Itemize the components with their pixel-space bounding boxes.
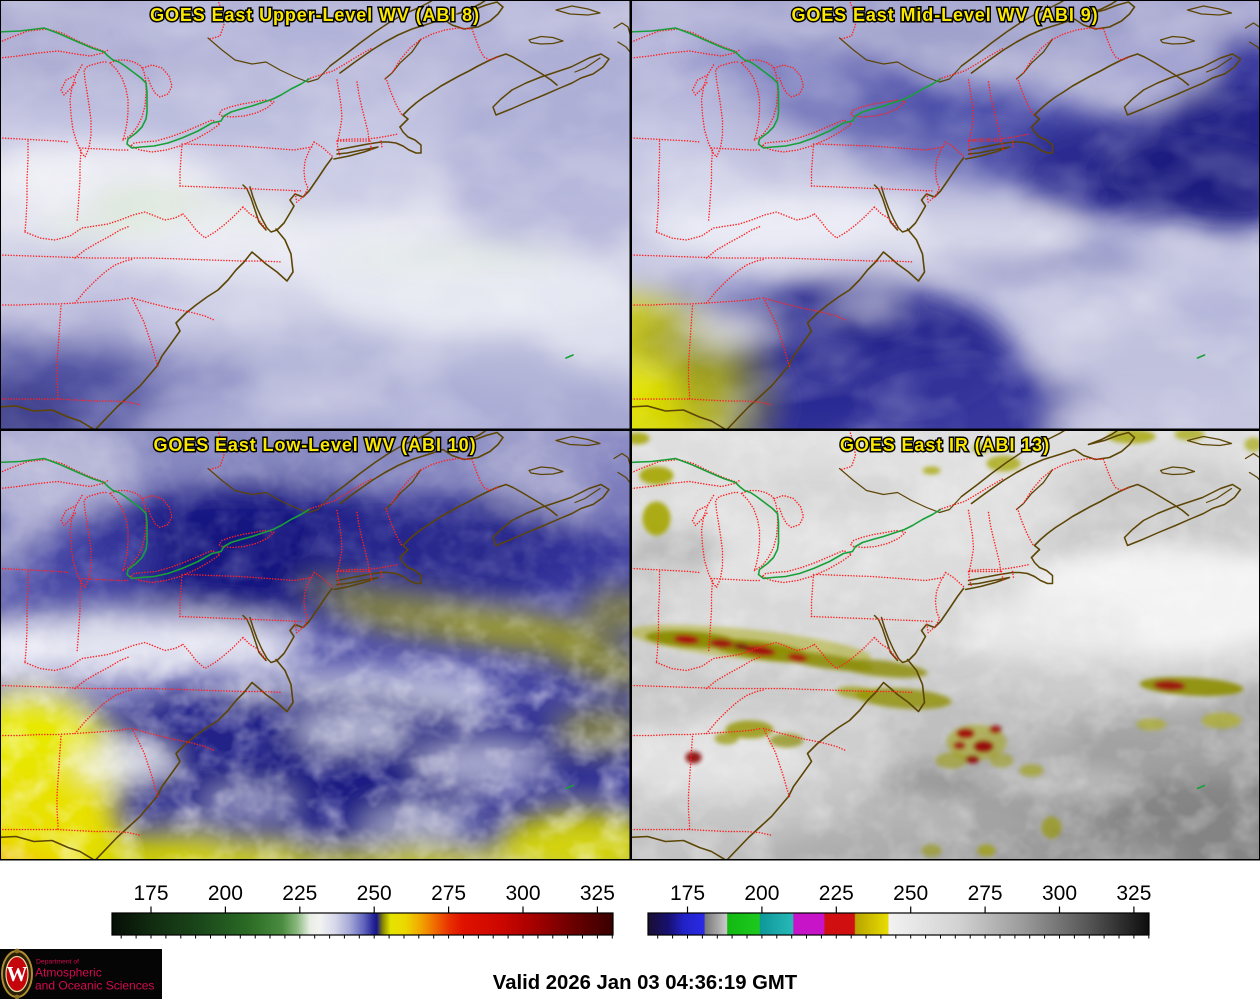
svg-text:175: 175 — [133, 882, 168, 905]
svg-text:GOES East IR (ABI 13): GOES East IR (ABI 13) — [840, 435, 1050, 455]
svg-text:275: 275 — [968, 882, 1003, 905]
svg-text:300: 300 — [1042, 882, 1077, 905]
svg-text:GOES East Low-Level WV (ABI 10: GOES East Low-Level WV (ABI 10) — [154, 435, 477, 455]
svg-text:250: 250 — [893, 882, 928, 905]
svg-text:Atmospheric: Atmospheric — [35, 966, 102, 980]
svg-text:325: 325 — [580, 882, 615, 905]
svg-text:Department of: Department of — [36, 959, 79, 966]
svg-text:325: 325 — [1116, 882, 1151, 905]
svg-text:300: 300 — [505, 882, 540, 905]
svg-text:250: 250 — [357, 882, 392, 905]
svg-text:200: 200 — [208, 882, 243, 905]
svg-text:175: 175 — [670, 882, 705, 905]
svg-text:W: W — [7, 962, 28, 986]
svg-text:GOES East Mid-Level WV (ABI 9): GOES East Mid-Level WV (ABI 9) — [791, 5, 1098, 25]
svg-text:225: 225 — [282, 882, 317, 905]
svg-text:GOES East Upper-Level WV (ABI: GOES East Upper-Level WV (ABI 8) — [150, 5, 480, 25]
svg-text:and Oceanic Sciences: and Oceanic Sciences — [35, 979, 154, 993]
svg-text:Valid 2026 Jan 03 04:36:19 GMT: Valid 2026 Jan 03 04:36:19 GMT — [493, 972, 798, 994]
svg-text:275: 275 — [431, 882, 466, 905]
svg-text:200: 200 — [744, 882, 779, 905]
svg-text:225: 225 — [819, 882, 854, 905]
